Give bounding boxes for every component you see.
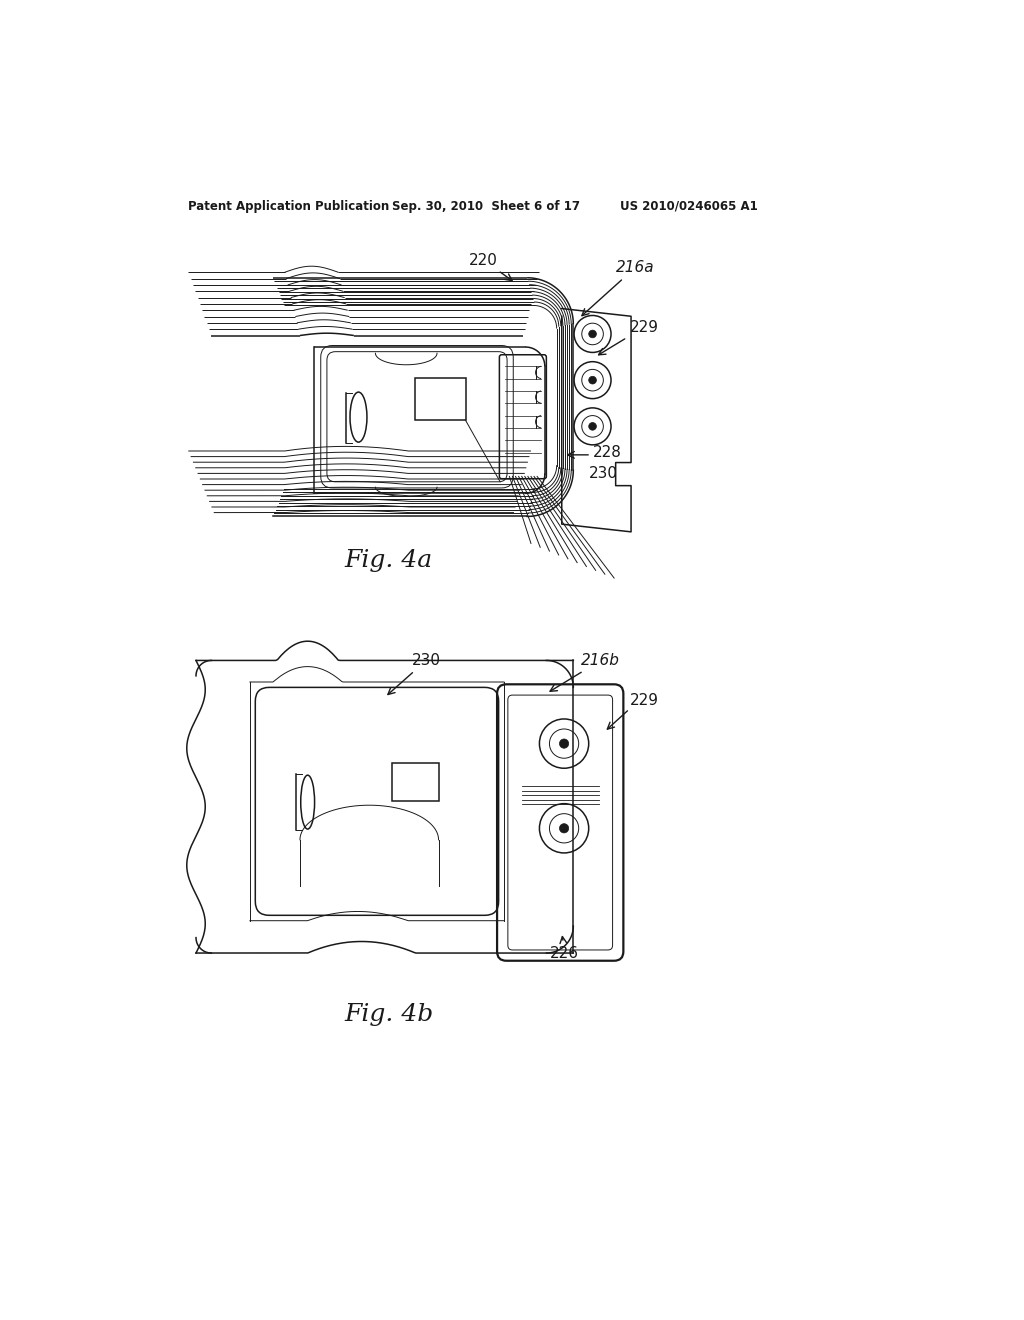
Text: 226: 226 (550, 936, 580, 961)
Text: 230: 230 (388, 653, 440, 694)
Bar (416, 378, 466, 420)
Bar (392, 763, 438, 801)
Text: 228: 228 (593, 445, 622, 461)
Text: Fig. 4b: Fig. 4b (344, 1003, 433, 1026)
Text: US 2010/0246065 A1: US 2010/0246065 A1 (620, 199, 758, 213)
Text: 229: 229 (599, 319, 658, 355)
Circle shape (559, 824, 568, 833)
Circle shape (589, 330, 596, 338)
Text: 220: 220 (469, 252, 512, 281)
Text: 216a: 216a (582, 260, 654, 315)
Text: 230: 230 (589, 466, 617, 480)
Circle shape (559, 739, 568, 748)
Text: 216b: 216b (550, 653, 620, 692)
Circle shape (589, 376, 596, 384)
Text: Sep. 30, 2010  Sheet 6 of 17: Sep. 30, 2010 Sheet 6 of 17 (392, 199, 581, 213)
Text: 229: 229 (630, 693, 658, 708)
Circle shape (589, 422, 596, 430)
Text: Patent Application Publication: Patent Application Publication (188, 199, 389, 213)
Text: Fig. 4a: Fig. 4a (344, 549, 432, 572)
